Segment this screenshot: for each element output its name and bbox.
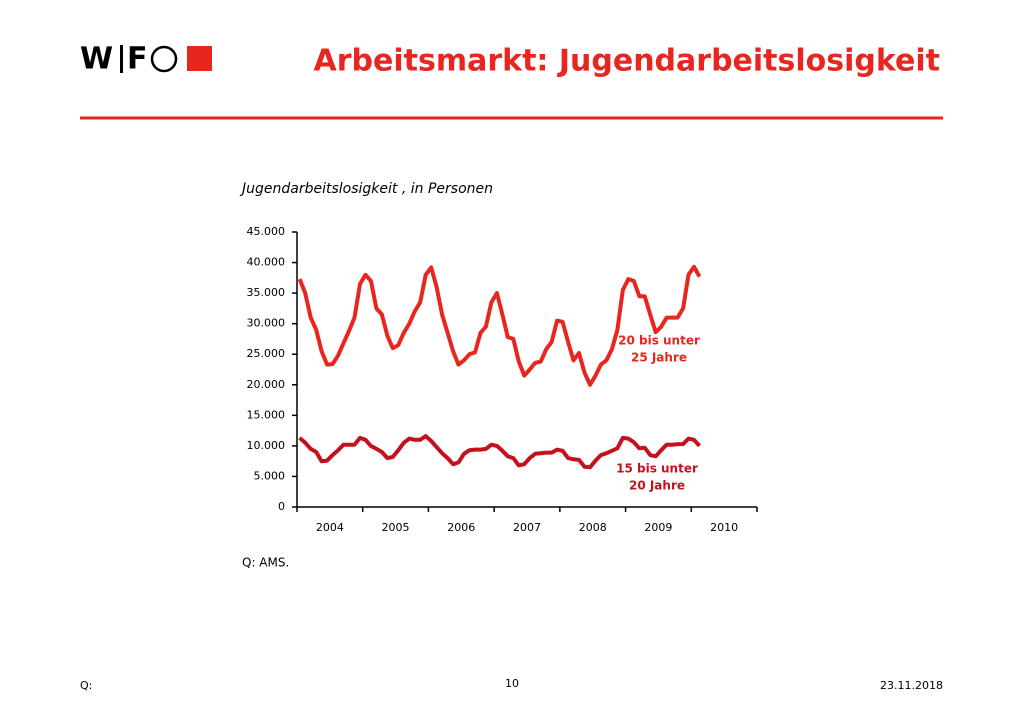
x-tick-label: 2005 — [382, 521, 410, 534]
x-tick-label: 2006 — [447, 521, 475, 534]
footer-left: Q: — [80, 679, 92, 692]
x-tick-label: 2008 — [579, 521, 607, 534]
y-tick-label: 45.000 — [247, 225, 286, 238]
y-tick-label: 15.000 — [247, 408, 286, 421]
source: Q: AMS. — [242, 556, 289, 570]
page-number: 10 — [505, 677, 519, 690]
y-tick-label: 35.000 — [247, 286, 286, 299]
x-tick-label: 2009 — [644, 521, 672, 534]
series-label: 25 Jahre — [631, 351, 687, 365]
series-label: 15 bis unter — [616, 462, 698, 476]
logo-square — [187, 46, 212, 71]
y-tick-label: 10.000 — [247, 439, 286, 452]
y-tick-label: 5.000 — [254, 469, 286, 482]
y-tick-label: 30.000 — [247, 317, 286, 330]
x-tick-label: 2007 — [513, 521, 541, 534]
logo-letter: W — [80, 42, 113, 77]
series-line — [298, 434, 701, 470]
series-line — [297, 264, 702, 387]
slide-title: Arbeitsmarkt: Jugendarbeitslosigkeit — [314, 44, 940, 79]
logo-letter: F — [127, 42, 148, 77]
logo-circle — [150, 45, 178, 73]
x-tick-label: 2004 — [316, 521, 344, 534]
logo-bar — [120, 45, 123, 73]
footer-date: 23.11.2018 — [880, 679, 943, 692]
series-label: 20 Jahre — [629, 479, 685, 493]
series-label: 20 bis unter — [618, 334, 700, 348]
y-tick-label: 25.000 — [247, 347, 286, 360]
y-tick-label: 0 — [278, 500, 285, 513]
chart-title: Jugendarbeitslosigkeit , in Personen — [239, 181, 493, 197]
x-tick-label: 2010 — [710, 521, 738, 534]
y-tick-label: 20.000 — [247, 378, 286, 391]
y-tick-label: 40.000 — [247, 256, 286, 269]
